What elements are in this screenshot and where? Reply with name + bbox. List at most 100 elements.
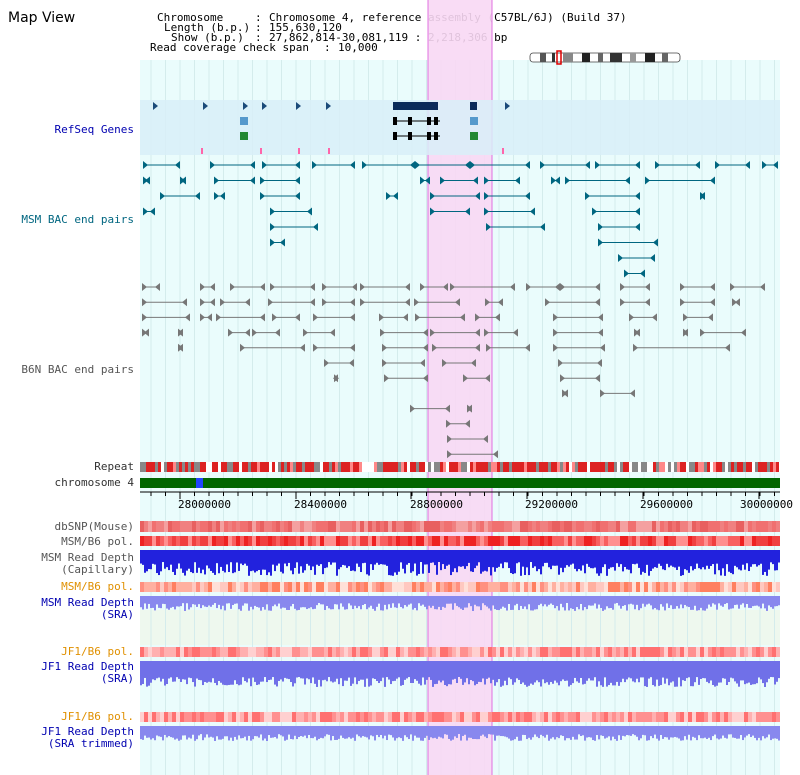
strip-segment bbox=[320, 536, 324, 546]
depth-bar bbox=[552, 596, 554, 605]
refseq-genes-track[interactable] bbox=[153, 102, 510, 154]
strip-segment bbox=[392, 521, 396, 532]
strip-segment bbox=[588, 647, 592, 657]
track-label-msm-b6-pol[interactable]: MSM/B6 pol. bbox=[61, 535, 134, 548]
depth-bar bbox=[520, 550, 522, 576]
strip-segment bbox=[360, 521, 364, 532]
track-label-jf1-read-depth[interactable]: JF1 Read Depth bbox=[41, 660, 134, 673]
depth-bar bbox=[710, 726, 712, 741]
depth-bar bbox=[648, 661, 650, 679]
track-label-msm-read-depth-sra[interactable]: MSM Read Depth bbox=[41, 596, 134, 609]
depth-bar bbox=[292, 596, 294, 604]
strip-segment bbox=[592, 582, 596, 592]
repeat-segment bbox=[158, 462, 161, 472]
track-label-msm-read-depth-sra-sub[interactable]: (SRA) bbox=[100, 608, 134, 621]
strip-segment bbox=[236, 582, 240, 592]
track-label-jf1-b6-pol-2[interactable]: JF1/B6 pol. bbox=[61, 710, 134, 723]
depth-bar bbox=[674, 550, 676, 568]
repeat-track[interactable] bbox=[140, 462, 782, 472]
read-depth-tracks bbox=[140, 550, 780, 741]
b6n-bac-end bbox=[553, 328, 558, 337]
depth-bar bbox=[246, 726, 248, 741]
depth-bar bbox=[316, 661, 318, 687]
depth-bar bbox=[668, 596, 670, 608]
track-label-chromosome[interactable]: chromosome 4 bbox=[54, 476, 134, 489]
track-label-jf1-read-depth-sub[interactable]: (SRA) bbox=[100, 672, 134, 685]
b6n-bac-end bbox=[510, 283, 515, 291]
depth-bar bbox=[492, 726, 494, 735]
track-label-msm-bac[interactable]: MSM BAC end pairs bbox=[21, 213, 134, 226]
strip-segment bbox=[496, 647, 500, 657]
depth-bar bbox=[306, 550, 308, 564]
track-label-repeat[interactable]: Repeat bbox=[94, 460, 134, 473]
strip-segment bbox=[512, 647, 516, 657]
depth-bar bbox=[664, 726, 666, 738]
chromosome-bar[interactable] bbox=[140, 478, 780, 488]
track-label-jf1-trimmed[interactable]: JF1 Read Depth bbox=[41, 725, 134, 738]
strip-segment bbox=[496, 536, 500, 546]
strip-segment bbox=[252, 582, 256, 592]
strip-segment bbox=[564, 647, 568, 657]
strip-segment bbox=[308, 712, 312, 722]
repeat-segment bbox=[689, 462, 692, 472]
msm-bac-track[interactable] bbox=[143, 161, 778, 278]
depth-bar bbox=[196, 726, 198, 740]
strip-segment bbox=[356, 521, 360, 532]
depth-bar bbox=[464, 596, 466, 608]
depth-bar bbox=[172, 726, 174, 738]
depth-bar bbox=[314, 550, 316, 575]
msm-bac-end bbox=[598, 238, 603, 247]
repeat-segment bbox=[182, 462, 185, 472]
track-label-msm-read-depth-capillary-sub[interactable]: (Capillary) bbox=[61, 563, 134, 576]
strip-segment bbox=[464, 582, 468, 592]
strip-segment bbox=[396, 521, 400, 532]
msm-bac-end bbox=[598, 223, 603, 231]
strip-segment bbox=[512, 536, 516, 546]
track-label-msm-read-depth-capillary[interactable]: MSM Read Depth bbox=[41, 551, 134, 564]
depth-bar bbox=[682, 596, 684, 609]
depth-bar bbox=[154, 596, 156, 611]
depth-bar bbox=[726, 661, 728, 686]
strip-segment bbox=[180, 582, 184, 592]
depth-bar bbox=[158, 596, 160, 608]
strip-segment bbox=[476, 536, 480, 546]
track-label-jf1-trimmed-sub[interactable]: (SRA trimmed) bbox=[47, 737, 134, 750]
track-label-jf1-b6-pol[interactable]: JF1/B6 pol. bbox=[61, 645, 134, 658]
repeat-segment bbox=[248, 462, 251, 472]
depth-bar bbox=[664, 661, 666, 684]
strip-segment bbox=[504, 712, 508, 722]
msm-bac-end bbox=[585, 161, 590, 169]
strip-segment bbox=[316, 712, 320, 722]
depth-bar bbox=[250, 661, 252, 687]
track-label-dbsnp[interactable]: dbSNP(Mouse) bbox=[54, 520, 134, 533]
strip-segment bbox=[252, 521, 256, 532]
repeat-segment bbox=[461, 462, 464, 472]
chromosome-ideogram[interactable] bbox=[529, 50, 681, 65]
depth-bar bbox=[420, 661, 422, 686]
repeat-segment bbox=[215, 462, 218, 472]
depth-bar bbox=[506, 596, 508, 611]
b6n-bac-track[interactable] bbox=[142, 283, 765, 459]
depth-bar bbox=[466, 550, 468, 567]
track-label-refseq[interactable]: RefSeq Genes bbox=[54, 123, 134, 136]
msm-bac-end bbox=[214, 176, 219, 185]
repeat-segment bbox=[296, 462, 299, 472]
track-label-msm-b6-pol-2[interactable]: MSM/B6 pol. bbox=[61, 580, 134, 593]
strip-segment bbox=[460, 647, 464, 657]
strip-segment bbox=[668, 647, 672, 657]
strip-segment bbox=[416, 582, 420, 592]
depth-bar bbox=[336, 726, 338, 740]
depth-bar bbox=[154, 661, 156, 681]
strip-segment bbox=[624, 647, 628, 657]
strip-segment bbox=[284, 647, 288, 657]
depth-bar bbox=[450, 550, 452, 576]
depth-bar bbox=[212, 726, 214, 738]
strip-segment bbox=[332, 712, 336, 722]
repeat-segment bbox=[449, 462, 452, 472]
strip-segment bbox=[556, 521, 560, 532]
strip-segment bbox=[296, 712, 300, 722]
depth-bar bbox=[150, 596, 152, 609]
track-label-b6n-bac[interactable]: B6N BAC end pairs bbox=[21, 363, 134, 376]
repeat-segment bbox=[707, 462, 710, 472]
